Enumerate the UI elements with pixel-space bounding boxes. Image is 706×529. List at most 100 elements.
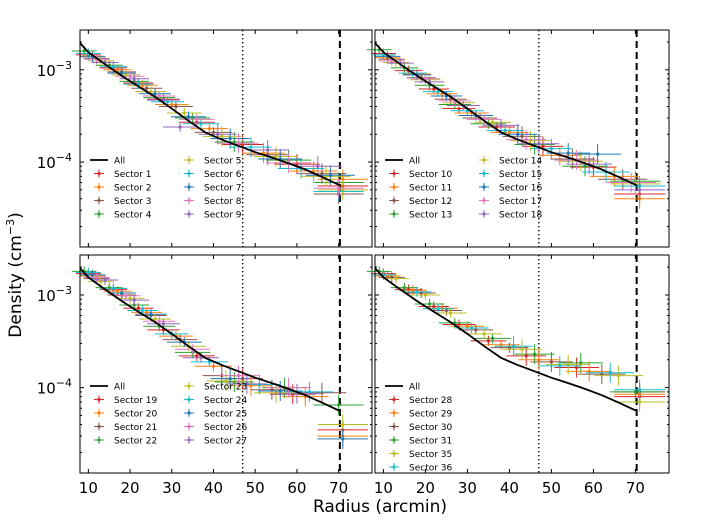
x-tick-label: 10	[79, 479, 98, 497]
data-point	[549, 146, 554, 151]
legend-marker	[482, 212, 486, 216]
legend-label: Sector 12	[409, 197, 452, 207]
x-tick-label: 60	[584, 479, 603, 497]
legend-label: All	[409, 157, 420, 167]
data-point	[499, 343, 503, 347]
legend-label: All	[114, 157, 125, 167]
legend-marker	[187, 171, 191, 176]
data-point	[161, 322, 166, 326]
data-point	[520, 134, 524, 138]
data-point	[503, 128, 507, 133]
legend-marker	[392, 171, 396, 176]
legend-marker	[482, 171, 486, 176]
all-profile-line	[374, 42, 638, 187]
x-tick-label: 50	[246, 479, 265, 497]
data-point	[575, 365, 579, 370]
data-point	[195, 354, 199, 358]
y-axis-label-exponent: −3	[4, 219, 17, 235]
legend-marker	[392, 212, 396, 216]
data-point	[341, 437, 345, 441]
legend-label: Sector 13	[409, 211, 452, 221]
data-point	[111, 286, 115, 290]
legend-marker	[392, 198, 396, 203]
legend-label: Sector 10	[409, 170, 453, 180]
data-point	[432, 87, 436, 91]
x-axis-label: Radius (arcmin)	[313, 497, 447, 517]
data-point	[245, 382, 249, 386]
legend-label: Sector 31	[409, 437, 452, 447]
data-point	[524, 138, 528, 142]
data-point	[149, 312, 153, 316]
data-point	[128, 296, 132, 300]
legend-marker	[97, 198, 101, 203]
legend-label: Sector 25	[204, 410, 247, 420]
legend-label: Sector 28	[409, 396, 453, 406]
data-point	[617, 373, 621, 378]
series-sector-36	[370, 269, 666, 400]
data-point	[486, 339, 490, 343]
data-point	[482, 332, 486, 336]
x-tick-label: 30	[162, 479, 181, 497]
x-tick-label: 60	[287, 479, 306, 497]
x-tick-label: 40	[500, 479, 519, 497]
legend: All Sector 28 Sector 29 Sector 30 Sector 31 S…	[385, 383, 453, 474]
data-point	[638, 400, 642, 404]
data-point	[199, 356, 203, 360]
data-point	[457, 322, 461, 327]
data-point	[596, 152, 600, 156]
data-point	[316, 164, 320, 168]
legend-marker	[392, 465, 396, 469]
x-tick-label: 50	[542, 479, 561, 497]
data-point	[153, 317, 157, 321]
legend-label: Sector 36	[409, 464, 453, 474]
data-point	[82, 49, 86, 53]
data-point	[549, 360, 554, 364]
data-point	[579, 361, 583, 365]
data-point	[199, 122, 203, 126]
y-tick-label: 10−4	[37, 151, 72, 172]
legend-label: All	[409, 383, 420, 393]
data-point	[266, 148, 270, 152]
data-point	[583, 164, 587, 168]
data-point	[145, 310, 149, 314]
data-point	[457, 106, 461, 111]
data-point	[124, 294, 128, 298]
x-tick-label: 20	[121, 479, 140, 497]
legend-label: All	[114, 383, 125, 393]
data-point	[558, 364, 562, 368]
legend-label: Sector 15	[499, 170, 542, 180]
all-profile-line	[79, 42, 341, 187]
data-point	[95, 275, 99, 279]
data-point	[507, 346, 511, 350]
data-point	[86, 270, 90, 275]
data-point	[328, 173, 332, 177]
legend-label: Sector 27	[204, 437, 247, 447]
legend-label: Sector 7	[204, 184, 242, 194]
panel-top-right: All Sector 10 Sector 11 Sector 12 Sector 13 S…	[366, 29, 670, 248]
data-point	[415, 290, 419, 294]
data-point	[211, 130, 216, 134]
legend-marker	[97, 397, 101, 402]
legend-marker	[97, 185, 101, 189]
legend: All Sector 19 Sector 20 Sector 21 Sector 22 S…	[90, 382, 248, 447]
data-point	[153, 92, 157, 96]
legend-marker	[97, 438, 101, 442]
data-point	[566, 362, 570, 367]
data-point	[174, 104, 178, 109]
data-point	[157, 94, 161, 98]
y-tick-label: 10−4	[37, 377, 72, 398]
data-point	[495, 125, 499, 129]
all-profile-line	[374, 267, 638, 412]
data-point	[638, 188, 642, 192]
legend-label: Sector 8	[204, 197, 242, 207]
x-tick-label: 10	[374, 479, 393, 497]
y-tick-label: 10−3	[37, 59, 72, 80]
data-point	[633, 390, 638, 394]
legend-marker	[392, 438, 396, 442]
data-point	[533, 352, 537, 356]
data-point	[320, 171, 324, 176]
legend-label: Sector 18	[499, 211, 543, 221]
data-point	[90, 273, 95, 277]
data-point	[341, 188, 345, 192]
legend-label: Sector 35	[409, 450, 452, 460]
